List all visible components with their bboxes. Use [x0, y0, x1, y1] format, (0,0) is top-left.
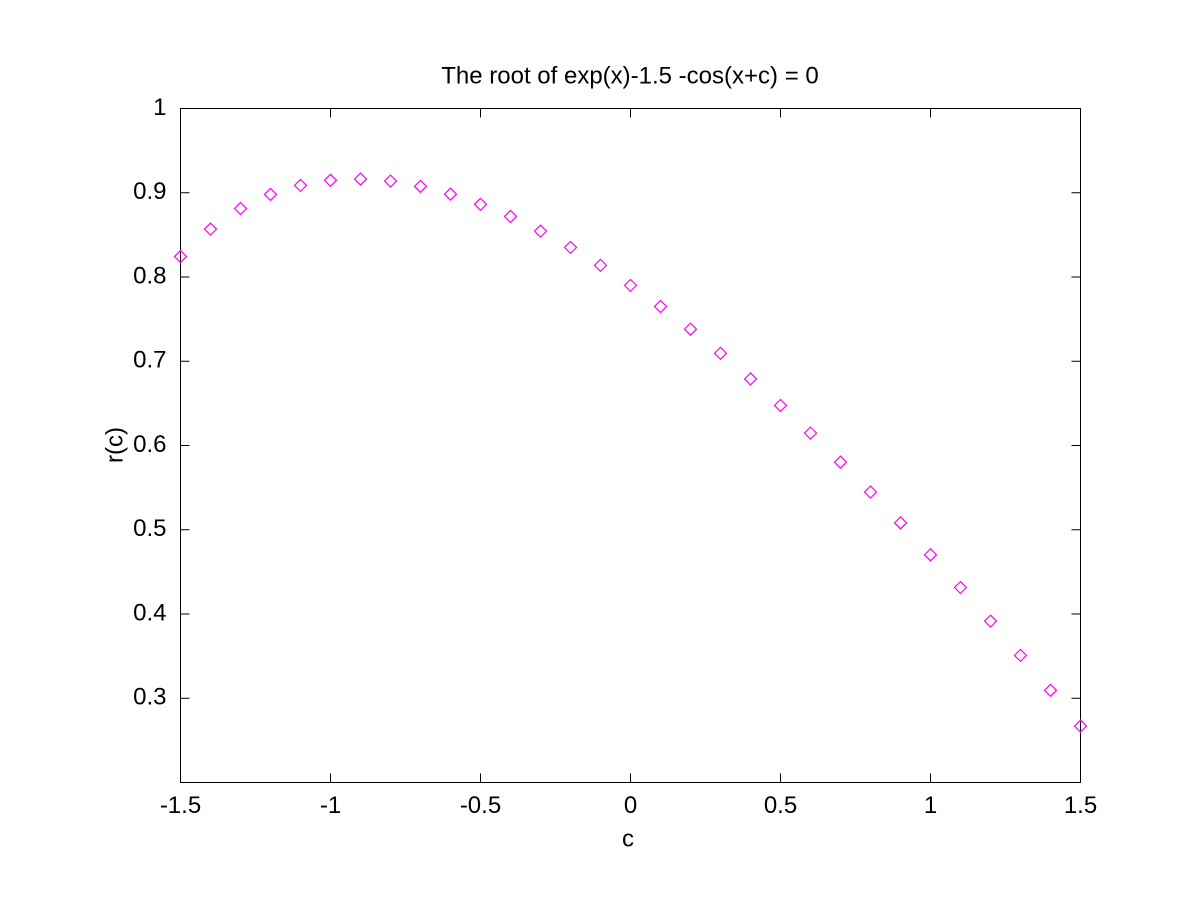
- data-point: [833, 455, 848, 469]
- x-axis-label: c: [622, 825, 634, 852]
- chart-title: The root of exp(x)-1.5 -cos(x+c) = 0: [441, 62, 818, 89]
- data-point: [173, 249, 188, 264]
- x-tick-label: 1.5: [1064, 792, 1097, 819]
- data-point: [1013, 648, 1028, 663]
- data-point: [743, 372, 758, 386]
- data-point: [473, 197, 488, 212]
- data-point: [893, 515, 908, 530]
- y-tick-label: 0.7: [133, 347, 166, 374]
- data-point: [773, 398, 788, 413]
- data-point: [203, 222, 218, 236]
- y-axis-label: r(c): [101, 427, 128, 463]
- y-tick-label: 0.8: [133, 262, 166, 289]
- data-point: [263, 187, 278, 202]
- data-point: [923, 548, 938, 562]
- x-tick-label: -0.5: [460, 792, 501, 819]
- data-point: [713, 346, 728, 361]
- x-tick-label: 0: [624, 792, 637, 819]
- data-point: [563, 240, 578, 255]
- data-point: [803, 426, 818, 440]
- data-point: [1073, 719, 1088, 733]
- x-tick-label: -1: [320, 792, 341, 819]
- data-point: [863, 485, 878, 499]
- data-point: [233, 201, 248, 216]
- x-tick-label: 0.5: [764, 792, 797, 819]
- data-point: [503, 209, 518, 224]
- y-tick-label: 0.6: [133, 431, 166, 458]
- y-tick-label: 0.9: [133, 178, 166, 205]
- data-point: [623, 278, 638, 293]
- data-point: [413, 179, 428, 194]
- y-tick-label: 0.5: [133, 515, 166, 542]
- x-tick-label: 1: [924, 792, 937, 819]
- y-tick-label: 1: [153, 94, 166, 121]
- data-point: [293, 178, 308, 193]
- data-point: [443, 187, 458, 201]
- x-tick-label: -1.5: [160, 792, 201, 819]
- data-point: [953, 580, 968, 595]
- data-point: [533, 224, 548, 239]
- data-point: [1043, 683, 1058, 698]
- data-point: [323, 173, 338, 188]
- data-point: [653, 299, 668, 314]
- data-point: [683, 322, 698, 337]
- data-point: [593, 258, 608, 273]
- data-point: [383, 174, 398, 188]
- y-tick-label: 0.3: [133, 684, 166, 711]
- y-tick-label: 0.4: [133, 599, 166, 626]
- data-point: [353, 172, 368, 186]
- data-point: [983, 614, 998, 629]
